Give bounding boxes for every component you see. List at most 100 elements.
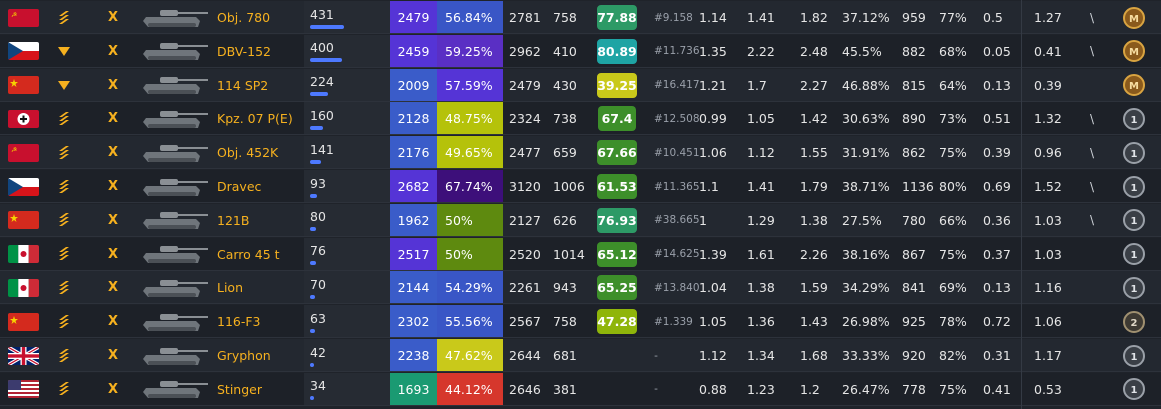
slash-mark: \: [1090, 145, 1095, 160]
tank-name[interactable]: Carro 45 t: [217, 246, 280, 262]
avg-xp: 626: [553, 212, 577, 228]
winrate-cell: 59.25%: [437, 34, 503, 68]
battles-cell: 93: [304, 170, 390, 203]
triangle-down-icon: [56, 35, 72, 68]
moe-badge: 76.93: [597, 207, 637, 233]
stat-cap: 0.05: [983, 43, 1011, 59]
table-row[interactable]: X 114 SP2 224 2009 57.59% 2479 430 39.25…: [0, 68, 1161, 102]
stat-blocked: 890: [902, 111, 926, 127]
table-row[interactable]: X DBV-152 400 2459 59.25% 2962 410 80.89…: [0, 34, 1161, 68]
mastery-m-icon: M: [1122, 69, 1146, 102]
table-row[interactable]: X Gryphon 42 2238 47.62% 2644 681 - 1.12…: [0, 339, 1161, 372]
tank-silhouette-icon: [140, 305, 212, 338]
chevrons-icon: [56, 136, 72, 169]
stat-blocked: 959: [902, 10, 926, 25]
wn8-cell: 2302: [390, 305, 437, 339]
tier-label: X: [108, 111, 119, 127]
slash-mark: \: [1090, 213, 1095, 228]
slash-mark: [1090, 373, 1098, 406]
tier-label: X: [108, 348, 119, 363]
moe-cell: 65.12: [596, 238, 638, 271]
battles-cell: 42: [304, 339, 390, 372]
tank-name[interactable]: Dravec: [217, 179, 262, 194]
stat-blocked: 780: [902, 212, 926, 228]
tank-name[interactable]: 114 SP2: [217, 77, 269, 93]
tank-silhouette-icon: [140, 204, 212, 237]
table-row[interactable]: ☭ X Obj. 452K 141 2176 49.65% 2477 659 6…: [0, 136, 1161, 170]
stat-spot: 1.29: [747, 212, 775, 228]
moe-cell: 67.66: [596, 136, 638, 169]
stat-cap: 0.51: [983, 111, 1011, 127]
table-row[interactable]: X Lion 70 2144 54.29% 2261 943 65.25 #13…: [0, 271, 1161, 305]
moe-badge: 77.88: [597, 5, 637, 30]
chevrons-icon: [56, 271, 72, 304]
moe-cell: 77.88: [596, 1, 638, 34]
table-row[interactable]: X Carro 45 t 76 2517 50% 2520 1014 65.12…: [0, 237, 1161, 271]
svg-text:☭: ☭: [11, 146, 17, 154]
battles-cell: 141: [304, 136, 390, 170]
stat-def: 1.16: [1034, 280, 1062, 296]
tank-name[interactable]: DBV-152: [217, 43, 272, 59]
chevrons-icon: [56, 339, 72, 372]
tank-name[interactable]: Lion: [217, 280, 244, 296]
tank-silhouette-icon: [140, 170, 212, 203]
stat-def: 1.03: [1034, 246, 1062, 262]
nation-flag-icon: [8, 305, 39, 338]
moe-badge: 65.25: [597, 275, 637, 301]
svg-text:M: M: [1129, 47, 1139, 58]
stat-kd: 1.06: [699, 145, 727, 161]
chevrons-icon: [56, 238, 72, 271]
table-row[interactable]: X Kpz. 07 P(E) 160 2128 48.75% 2324 738 …: [0, 102, 1161, 136]
table-row[interactable]: X Stinger 34 1693 44.12% 2646 381 - 0.88…: [0, 372, 1161, 406]
table-row[interactable]: X 116-F3 63 2302 55.56% 2567 758 47.28 #…: [0, 305, 1161, 339]
table-row[interactable]: ☭ X Obj. 780 431 2479 56.84% 2781 758 77…: [0, 1, 1161, 34]
wn8-cell: 2459: [390, 34, 437, 68]
tier-label: X: [108, 314, 119, 330]
battles-count: 34: [310, 378, 326, 394]
winrate-cell: 55.56%: [437, 305, 503, 339]
slash-mark: \: [1090, 44, 1095, 59]
moe-cell: 65.25: [596, 271, 638, 304]
slash-mark: \: [1090, 10, 1095, 25]
avg-damage: 2962: [509, 43, 541, 59]
slash-mark: [1090, 238, 1098, 271]
moe-cell: 67.4: [596, 102, 638, 135]
table-row[interactable]: X Dravec 93 2682 67.74% 3120 1006 61.53 …: [0, 170, 1161, 203]
battles-cell: 400: [304, 34, 390, 68]
stat-ratio: 1.42: [800, 111, 828, 127]
battles-bar: [310, 362, 314, 367]
tank-name[interactable]: 121B: [217, 212, 250, 228]
table-row[interactable]: X 121B 80 1962 50% 2127 626 76.93 #38.66…: [0, 203, 1161, 237]
tank-name[interactable]: Stinger: [217, 381, 262, 397]
stat-ratio: 2.48: [800, 43, 828, 59]
tank-name[interactable]: 116-F3: [217, 314, 261, 330]
tank-name[interactable]: Gryphon: [217, 348, 271, 363]
tank-silhouette-icon: [140, 1, 212, 34]
wn8-cell: 2479: [390, 1, 437, 34]
battles-count: 70: [310, 276, 326, 292]
tank-name[interactable]: Obj. 452K: [217, 145, 279, 161]
winrate-cell: 47.62%: [437, 339, 503, 372]
stat-spot: 1.61: [747, 246, 775, 262]
stat-kd: 1.1: [699, 179, 719, 194]
tier-label: X: [108, 145, 119, 161]
moe-position: #9.158: [654, 11, 693, 24]
tank-name[interactable]: Obj. 780: [217, 10, 271, 25]
stat-spot: 1.41: [747, 10, 775, 25]
chevrons-icon: [56, 170, 72, 203]
stat-blocked: 862: [902, 145, 926, 161]
moe-cell: 80.89: [596, 35, 638, 68]
avg-damage: 3120: [509, 179, 541, 194]
stat-hitrate: 78%: [939, 314, 967, 330]
tank-silhouette-icon: [140, 69, 212, 102]
moe-badge: 67.4: [598, 106, 636, 132]
stat-def: 0.96: [1034, 145, 1062, 161]
wn8-cell: 2144: [390, 271, 437, 305]
stat-kd: 1.05: [699, 314, 727, 330]
wn8-cell: 2176: [390, 136, 437, 170]
battles-count: 160: [310, 107, 334, 123]
tank-name[interactable]: Kpz. 07 P(E): [217, 111, 293, 127]
avg-damage: 2644: [509, 348, 541, 363]
stat-cap: 0.39: [983, 145, 1011, 161]
